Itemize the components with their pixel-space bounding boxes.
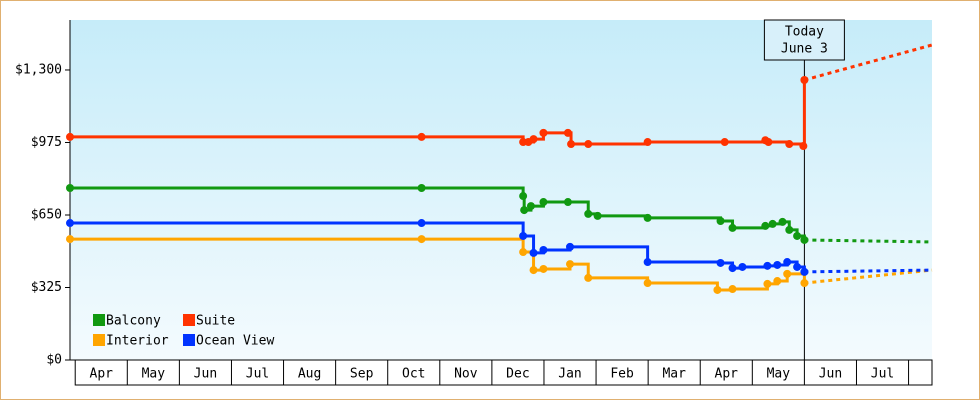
price-point [643,258,652,267]
x-tick-label: May [142,367,166,382]
price-point [539,264,548,273]
price-point [800,76,809,85]
legend-label: Interior [106,334,169,349]
price-point [728,223,737,232]
price-point [799,142,808,151]
price-point [800,267,809,276]
price-point [643,213,652,222]
price-point [800,235,809,244]
price-point [593,211,602,220]
price-point [417,183,426,192]
price-point [716,258,725,267]
price-point [800,279,809,288]
price-point [563,128,572,137]
price-point [783,258,792,267]
price-point [66,235,74,244]
today-box [763,19,845,61]
y-tick-label: $0 [46,353,62,368]
price-point [563,198,572,207]
price-point [66,132,74,141]
x-tick-label: Feb [610,367,634,382]
x-tick-label: Nov [454,367,478,382]
price-point [643,279,652,288]
y-tick-label: $1,300 [15,62,62,77]
price-point [529,135,538,144]
price-point [761,221,770,230]
x-tick-label: Jul [871,367,894,382]
today-label: June 3 [781,42,828,57]
price-point [785,140,794,149]
price-point [529,248,538,257]
x-tick-label: Mar [662,367,686,382]
x-tick-label: Jul [246,367,269,382]
price-point [567,140,576,149]
price-point [519,231,528,240]
price-point [793,262,802,271]
legend-label: Balcony [106,314,161,329]
price-point [768,219,777,228]
price-point [519,192,528,201]
x-tick-label: Apr [90,367,114,382]
price-point [417,219,426,228]
y-tick-label: $650 [31,207,62,222]
price-point [526,202,535,211]
price-point [773,277,782,286]
price-point [763,261,772,270]
forecast-line [804,238,933,244]
legend-swatch [93,334,105,346]
x-tick-label: Oct [402,367,425,382]
price-point [793,231,802,240]
price-point [643,138,652,147]
price-point [519,248,528,257]
price-point [539,246,548,255]
price-point [417,235,426,244]
price-point [778,217,787,226]
price-point [773,260,782,269]
x-tick-label: May [767,367,791,382]
price-point [539,128,548,137]
y-tick-label: $325 [31,280,62,295]
today-label: Today [785,25,824,40]
price-point [539,198,548,207]
price-point [716,217,725,226]
price-point [66,219,74,228]
legend-swatch [183,334,195,346]
x-tick-label: Aug [298,367,321,382]
price-point [728,264,737,273]
x-axis-band [74,359,933,386]
price-point [417,132,426,141]
price-point [584,140,593,149]
price-point [738,262,747,271]
price-point [529,266,538,275]
price-point [783,269,792,278]
x-tick-label: Apr [715,367,739,382]
x-tick-label: Jun [194,367,217,382]
price-point [584,209,593,218]
price-point [584,273,593,282]
price-point [566,260,575,269]
price-point [566,242,575,251]
price-point [520,206,529,215]
price-point [728,285,737,294]
forecast-line [803,43,933,82]
x-tick-label: Jun [819,367,842,382]
x-tick-label: Jan [558,367,581,382]
x-tick-label: Sep [350,367,374,382]
x-tick-label: Dec [506,367,529,382]
forecast-line [804,268,933,285]
legend-swatch [183,314,195,326]
y-tick-label: $975 [31,135,62,150]
price-point [66,183,74,192]
price-point [763,279,772,288]
price-point [785,225,794,234]
legend-label: Suite [196,314,235,329]
forecast-line [804,268,933,274]
plot-area [70,20,932,360]
price-point [713,285,722,294]
legend-swatch [93,314,105,326]
price-point [720,138,729,147]
legend-label: Ocean View [196,334,274,349]
price-point [764,138,773,147]
